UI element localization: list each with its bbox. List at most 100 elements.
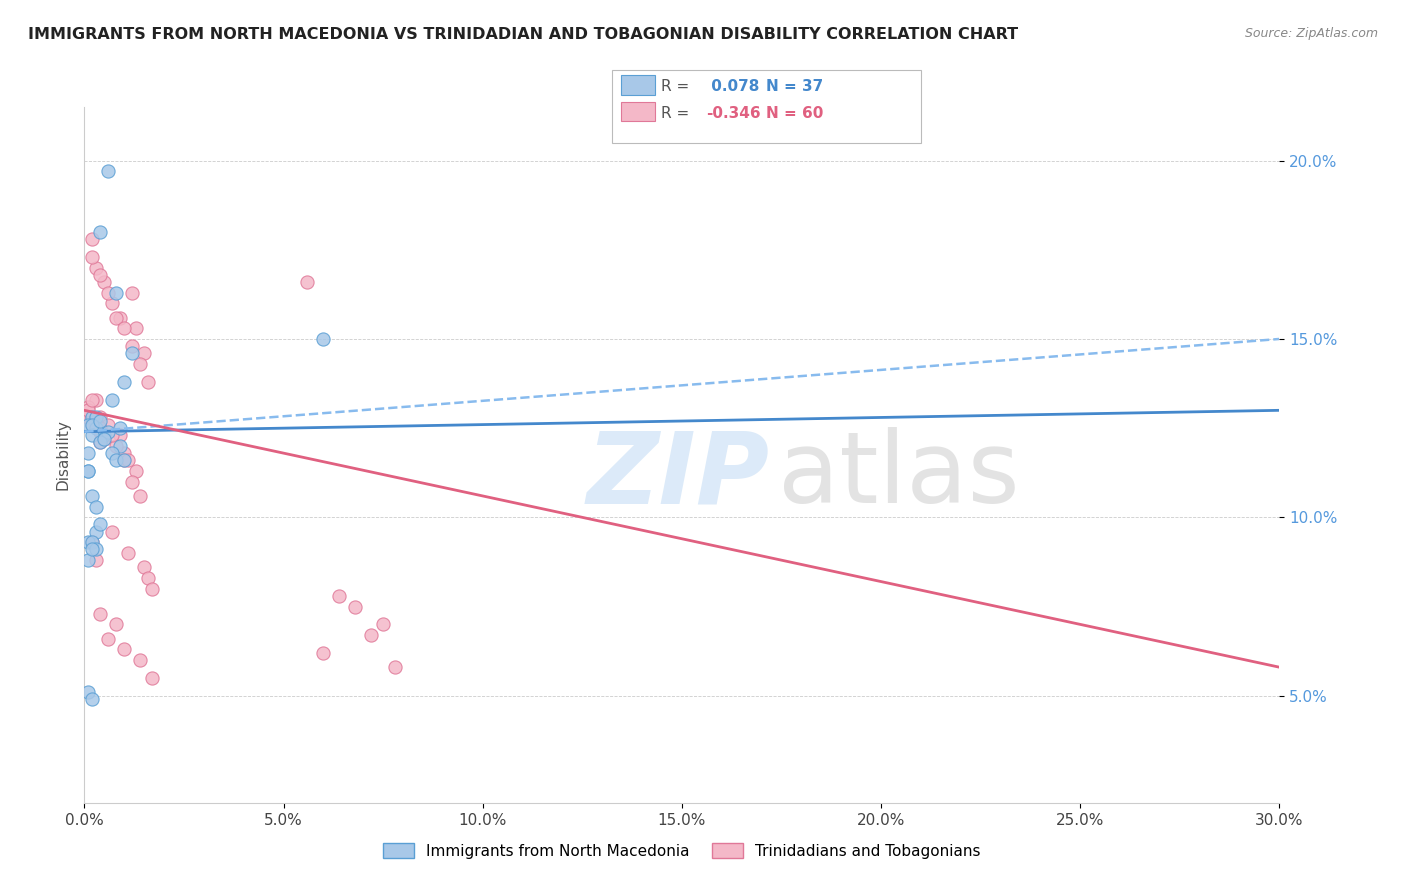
Point xyxy=(110,421,132,435)
Point xyxy=(77,403,100,417)
Point xyxy=(89,268,111,282)
Point xyxy=(82,410,104,425)
Point xyxy=(86,553,108,567)
Point xyxy=(97,285,120,300)
Point xyxy=(129,357,152,371)
Point xyxy=(89,435,111,450)
Point xyxy=(141,582,163,596)
Point xyxy=(125,464,148,478)
Point xyxy=(141,671,163,685)
Point xyxy=(97,164,120,178)
Point xyxy=(82,692,104,706)
Point xyxy=(97,417,120,432)
Point xyxy=(97,632,120,646)
Text: N = 60: N = 60 xyxy=(766,106,824,121)
Text: Source: ZipAtlas.com: Source: ZipAtlas.com xyxy=(1244,27,1378,40)
Point xyxy=(110,439,132,453)
Text: ZIP: ZIP xyxy=(586,427,769,524)
Point xyxy=(77,446,100,460)
Point xyxy=(112,453,135,467)
Point xyxy=(97,425,120,439)
Point xyxy=(112,321,135,335)
Point xyxy=(101,392,124,407)
Legend: Immigrants from North Macedonia, Trinidadians and Tobagonians: Immigrants from North Macedonia, Trinida… xyxy=(377,837,987,864)
Point xyxy=(125,321,148,335)
Text: R =: R = xyxy=(661,79,695,95)
Point xyxy=(312,332,335,346)
Point xyxy=(82,417,104,432)
Point xyxy=(112,446,135,460)
Point xyxy=(77,464,100,478)
Point xyxy=(82,250,104,264)
Point xyxy=(82,392,104,407)
Point xyxy=(132,346,156,360)
Point xyxy=(82,428,104,442)
Point xyxy=(93,428,115,442)
Point xyxy=(312,646,335,660)
Point xyxy=(82,410,104,425)
Point xyxy=(77,535,100,549)
Point xyxy=(373,617,395,632)
Point xyxy=(86,410,108,425)
Point xyxy=(77,685,100,699)
Point xyxy=(297,275,319,289)
Point xyxy=(101,446,124,460)
Point xyxy=(82,489,104,503)
Point xyxy=(105,617,128,632)
Point xyxy=(89,425,111,439)
Point xyxy=(82,535,104,549)
Point xyxy=(360,628,382,642)
Point xyxy=(105,310,128,325)
Point xyxy=(117,453,139,467)
Point xyxy=(101,296,124,310)
Point xyxy=(121,339,143,353)
Point xyxy=(77,410,100,425)
Point xyxy=(136,375,159,389)
Point xyxy=(110,428,132,442)
Text: IMMIGRANTS FROM NORTH MACEDONIA VS TRINIDADIAN AND TOBAGONIAN DISABILITY CORRELA: IMMIGRANTS FROM NORTH MACEDONIA VS TRINI… xyxy=(28,27,1018,42)
Point xyxy=(77,553,100,567)
Point xyxy=(121,285,143,300)
Text: R =: R = xyxy=(661,106,695,121)
Point xyxy=(82,417,104,432)
Point xyxy=(101,524,124,539)
Point xyxy=(86,392,108,407)
Point xyxy=(121,346,143,360)
Point xyxy=(89,607,111,621)
Point xyxy=(86,542,108,557)
Point xyxy=(77,464,100,478)
Point xyxy=(384,660,406,674)
Point xyxy=(112,642,135,657)
Point xyxy=(117,546,139,560)
Text: -0.346: -0.346 xyxy=(706,106,761,121)
Point xyxy=(89,414,111,428)
Point xyxy=(86,417,108,432)
Point xyxy=(93,275,115,289)
Point xyxy=(328,589,350,603)
Point xyxy=(129,653,152,667)
Point xyxy=(77,410,100,425)
Point xyxy=(77,417,100,432)
Point xyxy=(86,500,108,514)
Point xyxy=(121,475,143,489)
Point xyxy=(89,410,111,425)
Y-axis label: Disability: Disability xyxy=(55,419,70,491)
Point xyxy=(86,524,108,539)
Point xyxy=(93,432,115,446)
Point xyxy=(110,310,132,325)
Point xyxy=(77,400,100,414)
Point xyxy=(132,560,156,574)
Point xyxy=(344,599,367,614)
Point xyxy=(86,260,108,275)
Point xyxy=(89,517,111,532)
Point xyxy=(136,571,159,585)
Point xyxy=(89,435,111,450)
Point xyxy=(82,232,104,246)
Point xyxy=(101,428,124,442)
Point xyxy=(82,542,104,557)
Point xyxy=(105,285,128,300)
Point xyxy=(93,432,115,446)
Point xyxy=(129,489,152,503)
Text: N = 37: N = 37 xyxy=(766,79,824,95)
Point xyxy=(89,225,111,239)
